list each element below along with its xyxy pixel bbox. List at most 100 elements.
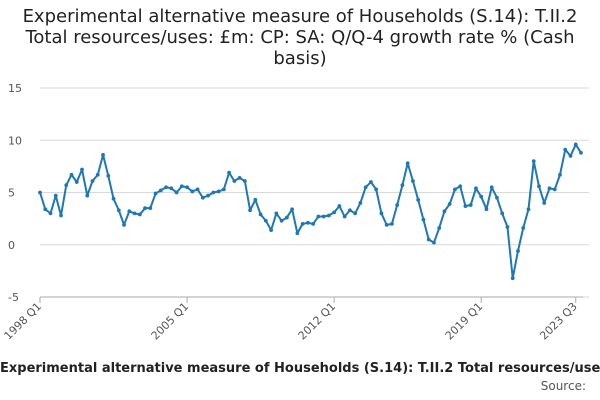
data-point <box>59 213 63 218</box>
data-point <box>426 237 431 242</box>
data-point <box>416 197 421 202</box>
data-point <box>332 210 337 215</box>
data-point <box>305 220 310 225</box>
data-point <box>526 207 531 212</box>
data-point <box>122 222 126 227</box>
data-point <box>516 249 520 253</box>
data-point <box>43 207 48 212</box>
data-point <box>411 179 415 183</box>
data-point <box>164 185 168 190</box>
y-tick-label: 0 <box>8 239 15 252</box>
data-point <box>169 186 174 191</box>
data-point <box>190 189 195 194</box>
data-point <box>274 211 279 216</box>
y-axis-tick-labels: -5 0 5 10 15 <box>8 82 22 304</box>
data-point <box>563 147 568 152</box>
x-tick-label: 1998 Q1 <box>2 300 45 343</box>
data-point <box>558 172 562 177</box>
data-point <box>248 208 252 213</box>
data-point <box>195 187 200 192</box>
data-point <box>263 218 268 223</box>
data-point <box>400 183 405 188</box>
data-point <box>537 184 541 189</box>
data-point <box>489 185 494 190</box>
data-point <box>337 204 342 208</box>
x-tick-label: 2019 Q1 <box>443 300 486 343</box>
data-point <box>153 191 158 196</box>
data-point <box>474 186 478 191</box>
data-point <box>311 221 316 226</box>
data-point <box>242 179 247 183</box>
data-point <box>237 175 242 180</box>
data-point <box>69 172 74 177</box>
grid-lines <box>40 87 589 298</box>
data-point <box>369 180 373 184</box>
data-point <box>468 203 473 207</box>
data-point <box>211 190 216 195</box>
x-axis: 1998 Q1 2005 Q1 2012 Q1 2019 Q1 2023 Q3 <box>2 296 583 343</box>
data-point <box>321 214 326 219</box>
x-tick-label: 2012 Q1 <box>296 300 339 343</box>
data-point <box>442 209 447 214</box>
data-point <box>500 211 505 216</box>
data-point <box>174 190 179 195</box>
data-point <box>326 213 331 218</box>
data-point <box>290 207 295 212</box>
data-point <box>137 212 142 217</box>
data-point <box>111 196 116 201</box>
data-point <box>232 179 237 183</box>
data-point <box>48 211 53 216</box>
series-line <box>39 143 582 280</box>
data-point <box>342 214 347 219</box>
data-point <box>116 208 121 213</box>
data-point <box>200 195 205 200</box>
y-tick-label: 5 <box>8 187 15 200</box>
data-point <box>521 226 526 230</box>
data-point <box>106 173 111 178</box>
data-point <box>379 211 384 216</box>
data-point <box>258 212 263 217</box>
data-point <box>484 207 489 212</box>
data-point <box>284 215 289 220</box>
data-point <box>227 170 231 175</box>
source-label: Source: <box>540 379 586 393</box>
data-point <box>95 172 100 177</box>
y-tick-label: 15 <box>8 82 22 95</box>
data-point <box>358 201 363 205</box>
data-point <box>531 159 536 164</box>
data-point <box>363 185 368 190</box>
data-point <box>53 193 58 198</box>
data-point <box>542 201 547 205</box>
data-point <box>216 189 221 194</box>
data-point <box>80 167 84 172</box>
data-point <box>547 186 552 191</box>
data-point <box>453 187 457 192</box>
legend-label: Experimental alternative measure of Hous… <box>0 361 600 376</box>
data-point <box>479 194 484 199</box>
data-point <box>253 197 258 202</box>
data-point <box>74 180 79 184</box>
data-point <box>374 187 379 192</box>
data-point <box>132 211 137 216</box>
data-point <box>463 204 468 208</box>
series-group <box>38 142 583 281</box>
data-point <box>384 222 389 227</box>
x-tick-label: 2005 Q1 <box>149 300 192 343</box>
data-point <box>101 152 105 157</box>
data-point <box>353 211 358 216</box>
data-point <box>90 179 95 183</box>
data-point <box>390 221 394 226</box>
data-point <box>221 187 226 192</box>
data-point <box>447 202 452 206</box>
data-point <box>300 221 305 226</box>
data-point <box>269 228 274 233</box>
data-point <box>295 231 300 236</box>
data-point <box>437 226 442 230</box>
x-tick-label: 2023 Q3 <box>537 300 580 343</box>
data-point <box>432 240 436 245</box>
data-point <box>38 190 42 195</box>
data-point <box>185 185 189 190</box>
data-point <box>158 188 163 193</box>
y-tick-label: 10 <box>8 134 22 147</box>
